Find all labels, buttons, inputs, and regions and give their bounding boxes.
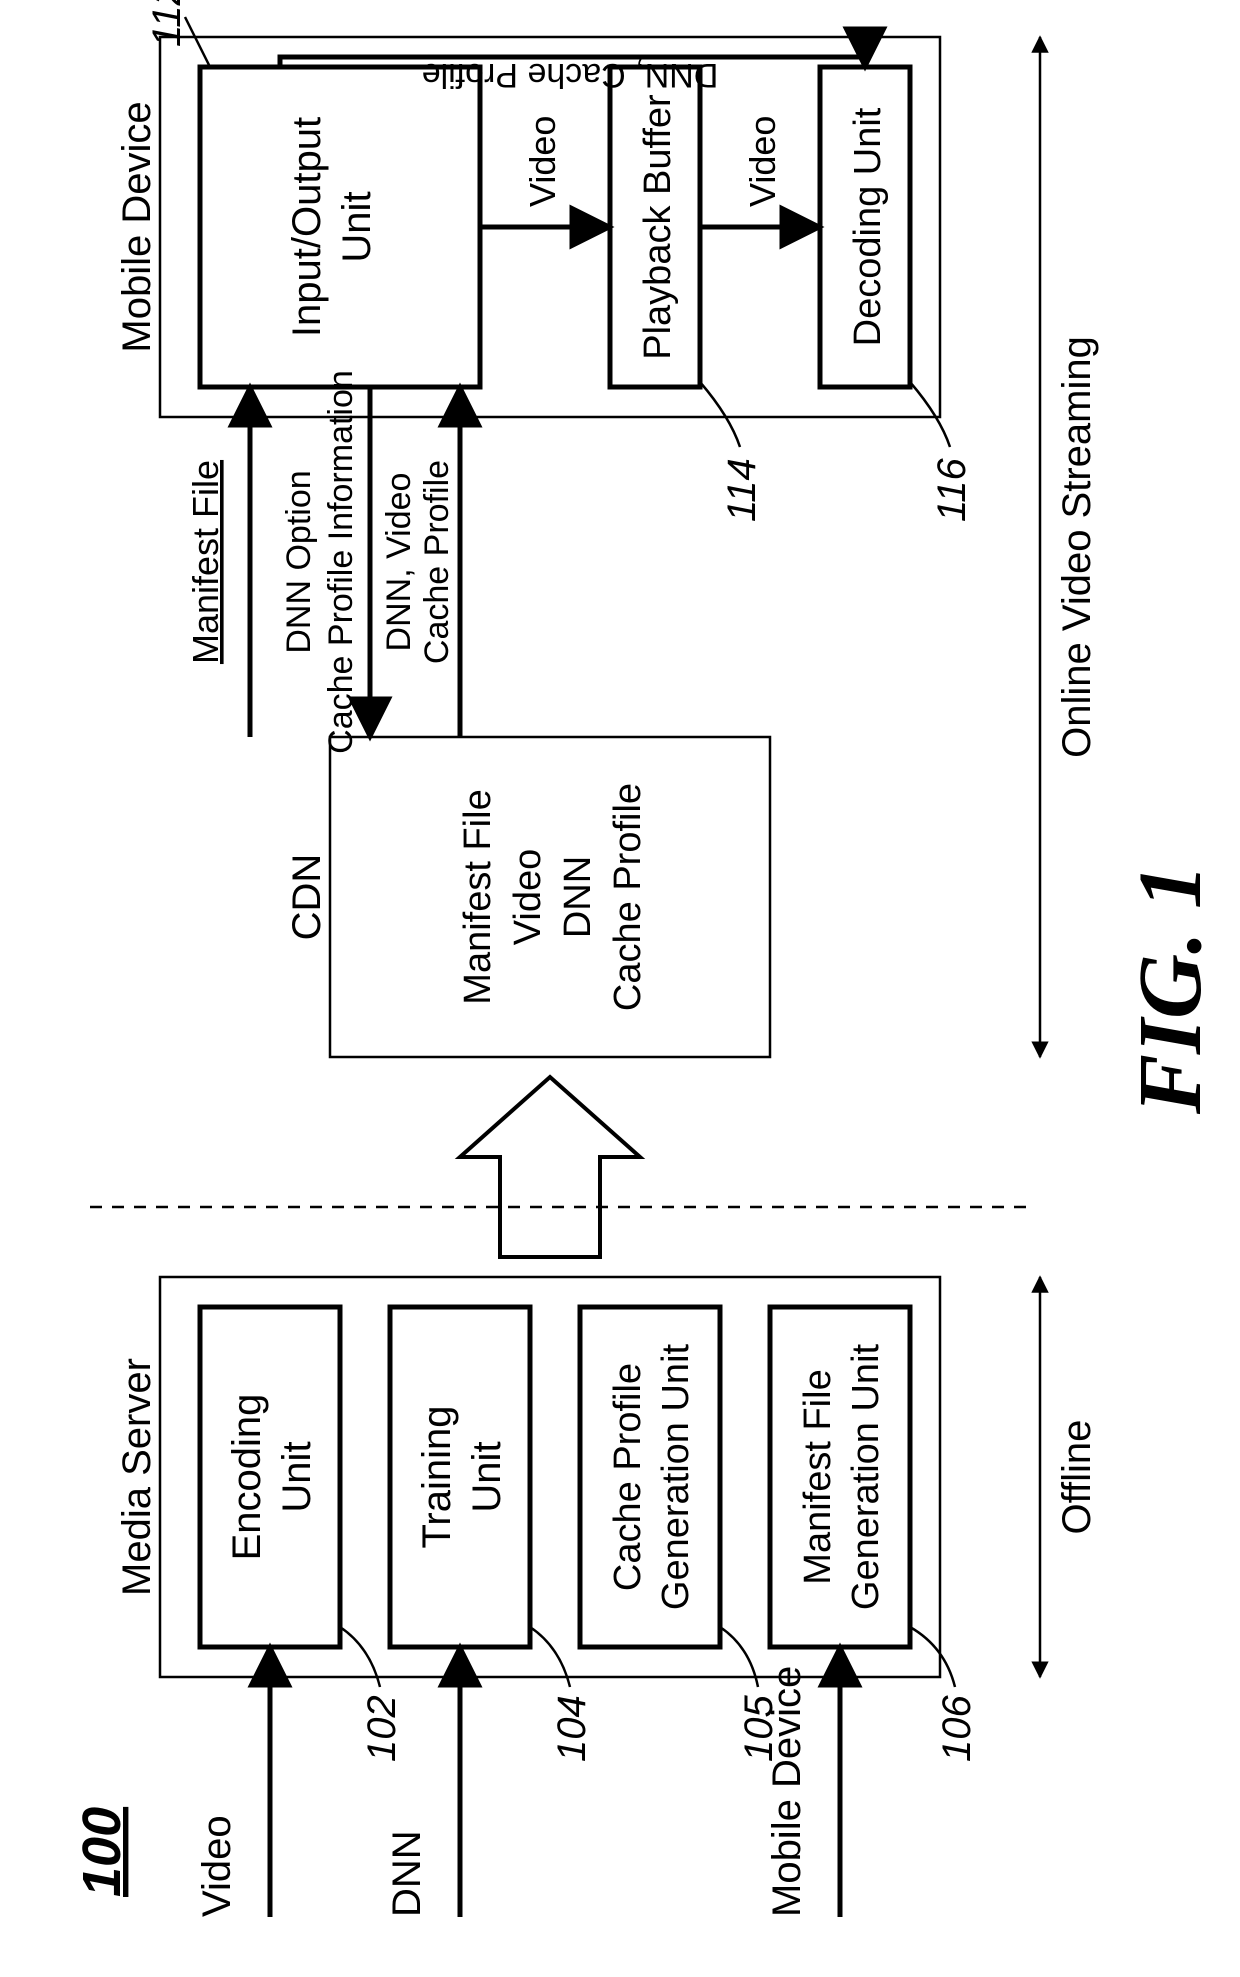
- io-label-1: Input/Output: [285, 117, 329, 337]
- ref-116: 116: [930, 457, 974, 522]
- edge-io-playback: Video: [522, 116, 563, 207]
- edge-cdn-mobile-1b: Cache Profile Information: [322, 370, 360, 754]
- cdn-content-3: Cache Profile: [607, 783, 649, 1011]
- offline-bracket: Offline: [1040, 1277, 1099, 1677]
- cdn-content-0: Manifest File: [457, 789, 499, 1004]
- edge-cdn-mobile-1a: DNN Option: [280, 470, 318, 653]
- mobile-title: Mobile Device: [115, 101, 159, 352]
- ref-102: 102: [360, 1695, 404, 1762]
- feedback-label: DNN, Cache Profile: [422, 56, 719, 94]
- encoding-label-1: Encoding: [225, 1394, 269, 1561]
- cachegen-label-2: Generation Unit: [655, 1343, 697, 1610]
- manifestgen-label-2: Generation Unit: [845, 1343, 887, 1610]
- media-server-title: Media Server: [115, 1358, 159, 1596]
- edge-playback-decoding: Video: [742, 116, 783, 207]
- cdn-title: CDN: [285, 854, 329, 941]
- media-input-dnn: DNN: [385, 1830, 429, 1917]
- figure-canvas: 100 Media Server Encoding Unit Training …: [0, 0, 1240, 1977]
- edge-cdn-mobile-0a: Manifest File: [185, 460, 226, 664]
- cachegen-label-1: Cache Profile: [607, 1363, 649, 1591]
- playback-label: Playback Buffer: [637, 94, 679, 360]
- edge-cdn-mobile-2b: Cache Profile: [418, 460, 456, 664]
- training-label-1: Training: [415, 1405, 459, 1548]
- mobile-device-group: Mobile Device Input/Output Unit Playback…: [115, 0, 974, 522]
- cdn-group: CDN Manifest File Video DNN Cache Profil…: [285, 737, 770, 1057]
- ref-106: 106: [935, 1695, 979, 1762]
- encoding-label-2: Unit: [275, 1441, 319, 1512]
- offline-label: Offline: [1055, 1420, 1099, 1535]
- media-server-group: Media Server Encoding Unit Training Unit…: [115, 1277, 979, 1917]
- online-bracket: Online Video Streaming: [1040, 37, 1099, 1057]
- ref-105: 105: [737, 1695, 781, 1762]
- online-label: Online Video Streaming: [1055, 336, 1099, 758]
- ref-112: 112: [145, 0, 189, 47]
- training-label-2: Unit: [465, 1441, 509, 1512]
- figure-ref-100: 100: [72, 1807, 132, 1897]
- figure-caption: FIG. 1: [1121, 864, 1220, 1115]
- media-to-cdn-arrow: [460, 1077, 640, 1257]
- cdn-mobile-edges: Manifest File DNN Option Cache Profile I…: [185, 370, 460, 754]
- io-label-2: Unit: [335, 191, 379, 262]
- ref-104: 104: [550, 1695, 594, 1762]
- ref-114: 114: [720, 458, 764, 522]
- edge-cdn-mobile-2a: DNN, Video: [380, 473, 418, 652]
- manifestgen-label-1: Manifest File: [797, 1369, 839, 1584]
- media-input-video: Video: [195, 1815, 239, 1917]
- decoding-label: Decoding Unit: [847, 107, 889, 346]
- cdn-content-1: Video: [507, 849, 549, 946]
- cdn-content-2: DNN: [557, 856, 599, 938]
